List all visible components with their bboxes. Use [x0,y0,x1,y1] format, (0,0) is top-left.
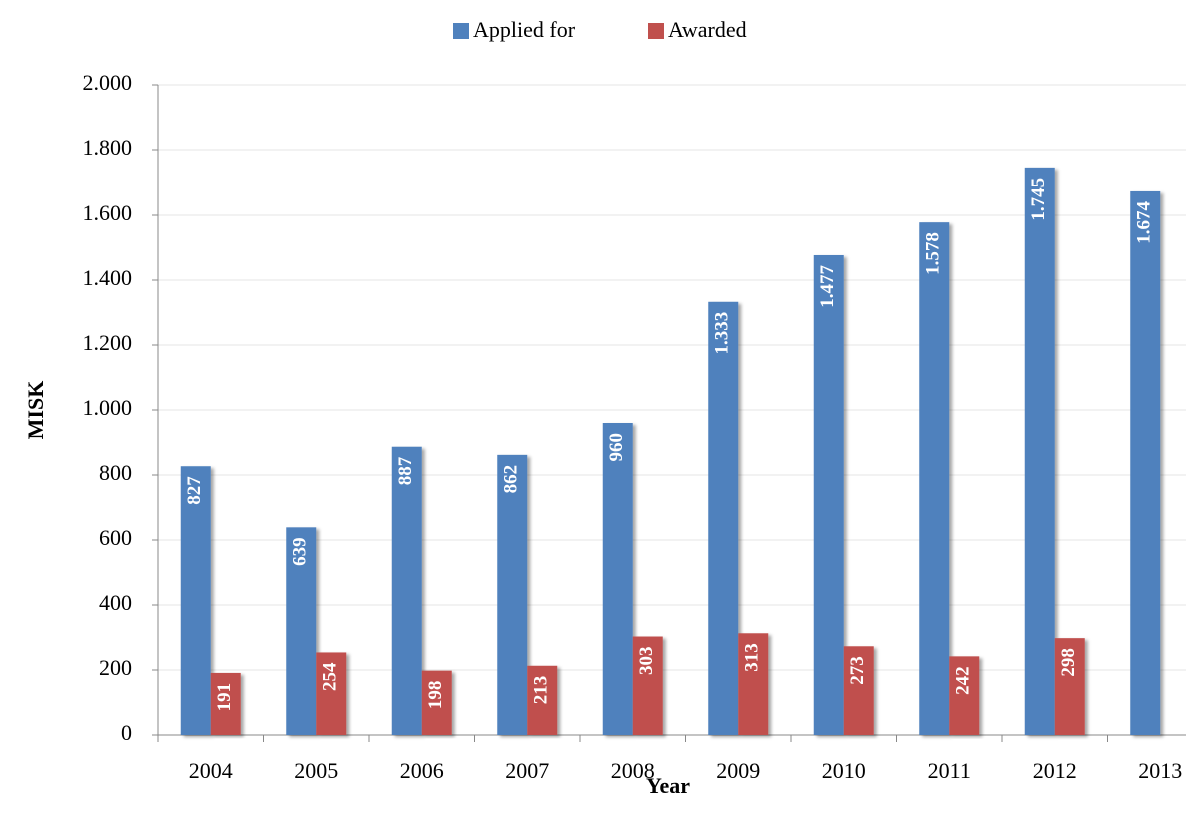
data-label: 639 [290,537,311,566]
legend-label: Applied for [473,17,576,42]
data-label: 1.674 [1134,200,1155,243]
x-tick-label: 2011 [928,758,971,783]
bar [1130,190,1161,735]
x-tick-label: 2005 [294,758,338,783]
data-label: 298 [1058,648,1079,677]
bar [391,446,422,735]
y-axis-title: MISK [23,381,48,440]
y-tick-label: 1.800 [83,135,133,160]
x-tick-label: 2006 [400,758,444,783]
bar [949,656,980,735]
data-label: 862 [501,465,522,494]
bar [602,423,633,735]
x-tick-label: 2008 [611,758,655,783]
data-label: 313 [742,643,763,672]
bar [632,636,663,735]
bar [286,527,317,735]
bar [843,646,874,735]
y-tick-label: 2.000 [83,70,133,95]
bar [1024,167,1055,735]
y-tick-label: 600 [99,525,132,550]
bar [1054,638,1085,735]
x-tick-label: 2004 [189,758,233,783]
x-tick-label: 2009 [716,758,760,783]
data-label: 1.745 [1028,178,1049,221]
bar [180,466,211,735]
y-tick-label: 1.400 [83,265,133,290]
data-label: 887 [395,456,416,485]
bar [813,254,844,735]
data-label: 303 [636,647,657,676]
data-label: 960 [606,433,627,462]
bar [421,670,452,735]
y-tick-label: 800 [99,460,132,485]
y-tick-label: 200 [99,655,132,680]
bar [210,672,241,735]
data-label: 827 [184,476,205,505]
bar [708,301,739,735]
data-label: 273 [847,656,868,685]
x-tick-label: 2012 [1033,758,1077,783]
bar [919,222,950,735]
bar [497,454,528,735]
data-label: 1.477 [817,264,838,307]
legend-label: Awarded [668,17,747,42]
data-label: 213 [531,676,552,705]
y-tick-label: 1.200 [83,330,133,355]
bar [316,652,347,735]
y-tick-label: 0 [121,720,132,745]
data-label: 242 [953,666,974,695]
legend-swatch [453,23,469,39]
bar [527,665,558,735]
legend-swatch [648,23,664,39]
y-tick-label: 1.000 [83,395,133,420]
bar [738,633,769,735]
data-label: 191 [214,683,235,712]
y-tick-label: 1.600 [83,200,133,225]
x-tick-label: 2013 [1138,758,1182,783]
data-label: 1.578 [923,232,944,275]
x-tick-label: 2010 [822,758,866,783]
y-tick-label: 400 [99,590,132,615]
x-tick-label: 2007 [505,758,549,783]
data-label: 1.333 [712,312,733,355]
x-axis-title: Year [646,773,690,798]
data-label: 198 [425,681,446,710]
data-label: 254 [320,662,341,691]
